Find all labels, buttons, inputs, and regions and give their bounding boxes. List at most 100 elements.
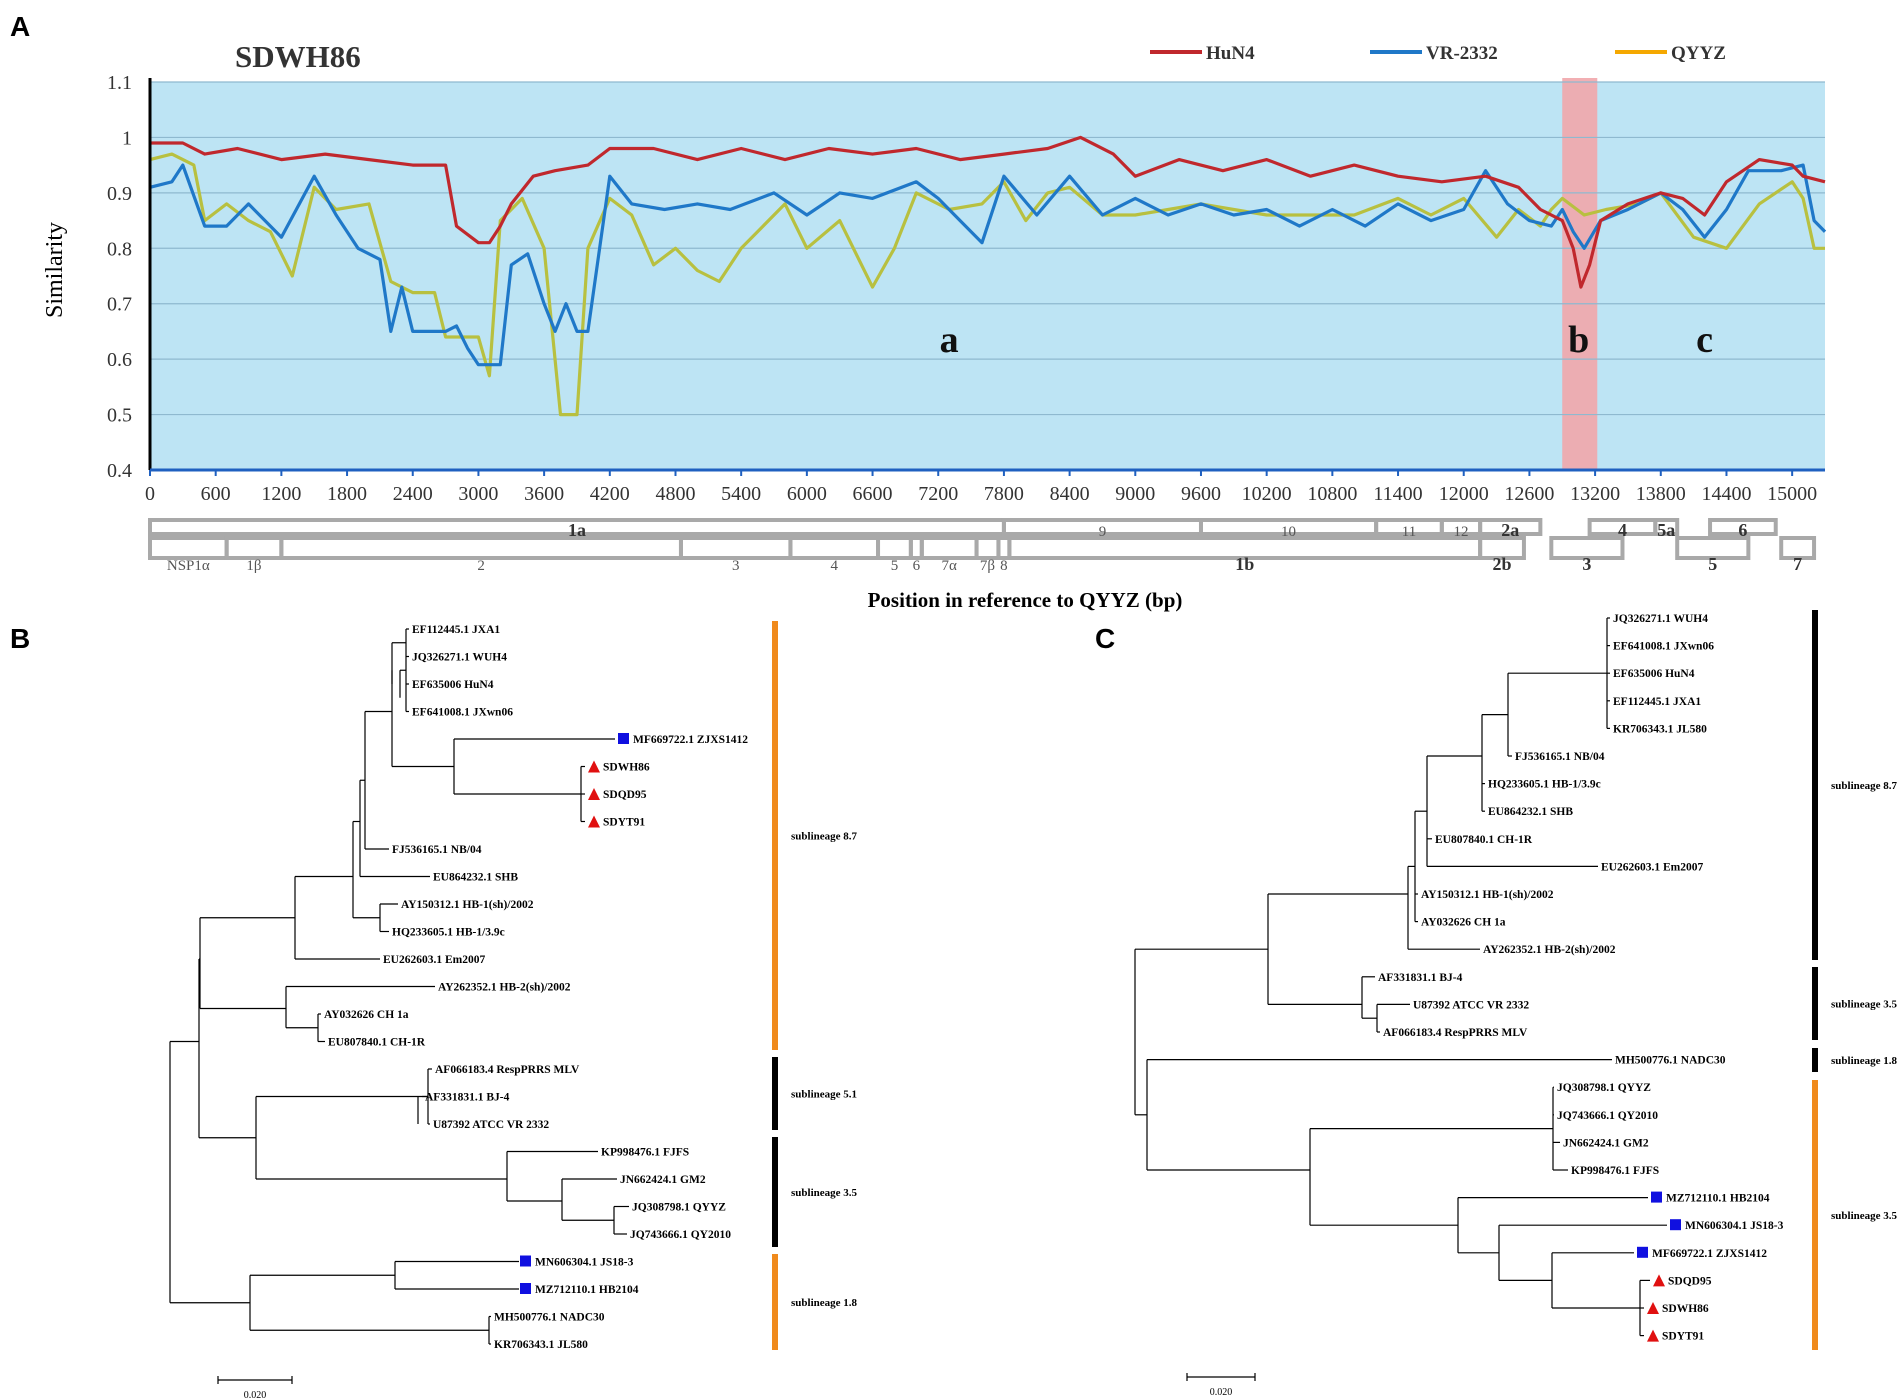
tree-leaf-label: SDQD95	[1668, 1275, 1712, 1287]
genome-segment	[224, 536, 284, 560]
sublineage-label: sublineage 3.5	[1831, 999, 1898, 1011]
tree-leaf-label: JQ326271.1 WUH4	[1613, 613, 1708, 625]
y-tick-label: 1.1	[107, 72, 132, 94]
x-tick-label: 2400	[393, 483, 433, 505]
legend-label: VR-2332	[1426, 43, 1498, 64]
panel-letter-b: B	[10, 623, 30, 654]
leaf-marker-triangle	[588, 815, 600, 828]
x-ticks: 0 600 1200 1800 2400 3000 3600 4200 4800 5400 6000…	[145, 470, 1817, 505]
x-tick-label: 5400	[721, 483, 761, 505]
tree-leaf-label: EF635006 HuN4	[412, 679, 494, 691]
leaf-marker-square	[520, 1255, 531, 1267]
genome-segment	[148, 536, 229, 560]
genome-segment	[678, 536, 793, 560]
x-tick-label: 3600	[524, 483, 564, 505]
genome-segment-label: 6	[913, 558, 921, 574]
tree-leaf-label: KR706343.1 JL580	[494, 1339, 588, 1351]
panel-letter-c: C	[1095, 623, 1115, 654]
genome-segment-label: 4	[830, 558, 838, 574]
tree-leaf-label: MN606304.1 JS18-3	[535, 1257, 634, 1269]
x-tick-label: 12000	[1439, 483, 1489, 505]
x-tick-label: 4200	[590, 483, 630, 505]
tree-leaf-label: MF669722.1 ZJXS1412	[1652, 1248, 1767, 1260]
leaf-marker-square	[1637, 1246, 1648, 1258]
tree-leaf-label: EF112445.1 JXA1	[412, 624, 500, 636]
genome-segment	[919, 536, 979, 560]
tree-leaf-label: SDYT91	[1662, 1331, 1704, 1343]
x-tick-label: 15000	[1767, 483, 1817, 505]
tree-leaf-label: JQ743666.1 QY2010	[630, 1229, 731, 1241]
tree-leaf-label: AY150312.1 HB-1(sh)/2002	[1421, 889, 1554, 901]
tree-leaf-label: HQ233605.1 HB-1/3.9c	[392, 927, 505, 939]
panel-letter-a: A	[10, 11, 30, 42]
tree-leaf-label: AY150312.1 HB-1(sh)/2002	[401, 899, 534, 911]
y-tick-label: 0.7	[107, 294, 132, 316]
genome-segment-label: 8	[1000, 558, 1008, 574]
tree-leaf-label: EU864232.1 SHB	[1488, 806, 1573, 818]
genome-segment-label: 7α	[942, 558, 958, 574]
tree-leaf-label: KP998476.1 FJFS	[601, 1147, 689, 1159]
genome-segment	[1478, 518, 1543, 536]
y-tick-label: 0.5	[107, 405, 132, 427]
x-tick-label: 0	[145, 483, 155, 505]
x-tick-label: 6000	[787, 483, 827, 505]
sublineage-label: sublineage 8.7	[1831, 780, 1898, 792]
x-tick-label: 6600	[853, 483, 893, 505]
tree-leaf-label: MZ712110.1 HB2104	[535, 1284, 639, 1296]
x-tick-label: 10200	[1242, 483, 1292, 505]
x-tick-label: 600	[201, 483, 231, 505]
x-tick-label: 9600	[1181, 483, 1221, 505]
tree-leaf-label: MN606304.1 JS18-3	[1685, 1220, 1784, 1232]
chart-title: SDWH86	[235, 39, 361, 74]
y-tick-label: 0.4	[107, 460, 132, 482]
leaf-marker-square	[1670, 1219, 1681, 1231]
tree-leaf-label: AF066183.4 RespPRRS MLV	[435, 1064, 580, 1076]
x-tick-label: 14400	[1701, 483, 1751, 505]
tree-leaf-label: EU262603.1 Em2007	[383, 954, 485, 966]
x-tick-label: 13800	[1636, 483, 1686, 505]
genome-segment	[974, 536, 1001, 560]
region-label-b: b	[1568, 319, 1589, 361]
genome-segment-label: 5a	[1657, 520, 1675, 540]
tree-leaf-label: U87392 ATCC VR 2332	[1413, 999, 1529, 1011]
tree-leaf-label: JQ308798.1 QYYZ	[1557, 1082, 1651, 1094]
x-tick-label: 7200	[918, 483, 958, 505]
y-tick-label: 0.9	[107, 183, 132, 205]
genome-segment-label: 7	[1793, 554, 1802, 574]
tree-leaf-label: SDYT91	[603, 817, 645, 829]
tree-leaf-label: SDQD95	[603, 789, 647, 801]
tree-leaf-label: EU807840.1 CH-1R	[1435, 834, 1533, 846]
tree-leaf-label: AF331831.1 BJ-4	[425, 1092, 510, 1104]
genome-segment	[788, 536, 881, 560]
tree-leaf-label: EU262603.1 Em2007	[1601, 861, 1703, 873]
genome-segment	[1708, 518, 1778, 536]
tree-leaf-label: SDWH86	[1662, 1303, 1709, 1315]
tree-leaf-label: JN662424.1 GM2	[1563, 1137, 1649, 1149]
y-tick-label: 0.6	[107, 349, 132, 371]
legend-label: HuN4	[1206, 43, 1255, 64]
tree-leaf-label: JQ308798.1 QYYZ	[632, 1202, 726, 1214]
y-tick-label: 1	[122, 127, 132, 149]
leaf-marker-square	[1651, 1191, 1662, 1203]
genome-segment-label: 1a	[568, 520, 586, 540]
tree-leaf-label: EU807840.1 CH-1R	[328, 1037, 426, 1049]
leaf-marker-triangle	[1653, 1274, 1665, 1287]
series-line-vr-2332	[149, 163, 1827, 367]
tree-leaf-label: JN662424.1 GM2	[620, 1174, 706, 1186]
legend-label: QYYZ	[1671, 43, 1726, 64]
series-line-hun4	[150, 135, 1826, 289]
x-tick-label: 8400	[1050, 483, 1090, 505]
tree-leaf-label: EF641008.1 JXwn06	[1613, 641, 1714, 653]
tree-leaf-label: AY032626 CH 1a	[324, 1009, 409, 1021]
legend: HuN4 VR-2332 QYYZ	[1150, 43, 1726, 64]
region-labels: a b c	[940, 319, 1713, 361]
y-ticks: 0.4 0.5 0.6 0.7 0.8 0.9 1 1.1	[107, 72, 132, 482]
genome-segment-label: 2	[477, 558, 485, 574]
tree-leaf-label: EF635006 HuN4	[1613, 668, 1695, 680]
plot-background	[150, 82, 1825, 469]
tree-leaf-label: MH500776.1 NADC30	[494, 1312, 605, 1324]
x-tick-label: 12600	[1504, 483, 1554, 505]
genome-segment	[1779, 536, 1817, 560]
